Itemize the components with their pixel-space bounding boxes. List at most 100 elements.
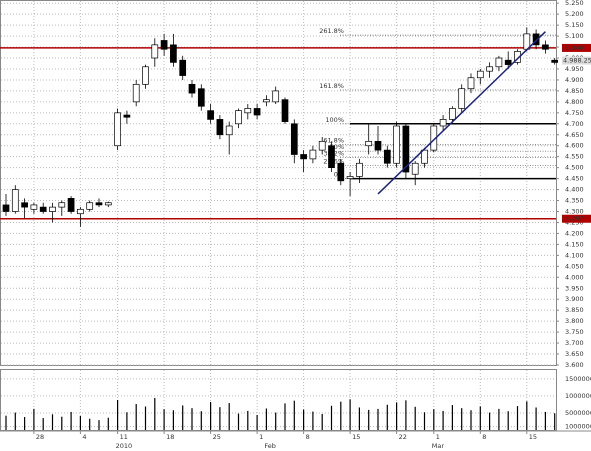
y-tick-label: 3.800 bbox=[565, 317, 584, 325]
candle-body bbox=[272, 90, 280, 103]
x-tick-label: 15 bbox=[352, 433, 360, 441]
volume-bar bbox=[228, 403, 230, 430]
price-panel bbox=[0, 0, 557, 366]
candle-body bbox=[170, 44, 177, 63]
volume-bar bbox=[144, 406, 147, 430]
candle-body bbox=[467, 77, 475, 90]
volume-bar bbox=[237, 413, 240, 430]
y-tick-label: 4.450 bbox=[565, 175, 584, 183]
volume-bar bbox=[219, 407, 221, 430]
y-tick-label: 4.100 bbox=[565, 251, 584, 259]
volume-bar bbox=[423, 412, 426, 430]
volume-bar bbox=[358, 407, 360, 430]
volume-bar bbox=[126, 412, 128, 430]
y-tick-label: 10000000 bbox=[565, 392, 591, 400]
candle-body bbox=[216, 119, 224, 136]
volume-bar bbox=[303, 409, 305, 430]
y-tick-label: 3.850 bbox=[565, 306, 584, 314]
x-tick-label: 28 bbox=[36, 433, 44, 441]
volume-bar bbox=[461, 408, 463, 430]
candle-body bbox=[514, 51, 521, 63]
candle-body bbox=[411, 162, 419, 175]
last-price-label: 4.988.25 bbox=[563, 57, 591, 65]
trendline bbox=[377, 31, 546, 195]
y-tick-label: 4.850 bbox=[565, 87, 584, 95]
volume-bar bbox=[414, 406, 416, 430]
x-tick-label: 18 bbox=[166, 433, 174, 441]
candle-body bbox=[95, 202, 103, 206]
candle-body bbox=[160, 40, 168, 50]
fib-label: 261.8% bbox=[319, 27, 344, 35]
candle-body bbox=[77, 208, 84, 215]
volume-bar bbox=[275, 412, 277, 430]
y-tick-label: 15000000 bbox=[565, 375, 591, 383]
candle-body bbox=[318, 140, 326, 151]
volume-bar bbox=[470, 410, 472, 430]
candle-body bbox=[225, 125, 233, 136]
candle-body bbox=[393, 125, 400, 164]
volume-bar bbox=[24, 417, 26, 430]
candle-body bbox=[374, 140, 382, 151]
candle-body bbox=[337, 162, 345, 182]
volume-bar bbox=[33, 408, 35, 430]
x-tick-label: 11 bbox=[120, 433, 128, 441]
x-tick-label: 15 bbox=[529, 433, 537, 441]
candle-body bbox=[486, 66, 493, 72]
candle-body bbox=[449, 108, 456, 120]
x-tick-label: 1 bbox=[259, 433, 263, 441]
y-tick-label: 4.050 bbox=[565, 262, 584, 270]
candle-body bbox=[430, 125, 438, 151]
candle-body bbox=[328, 145, 335, 169]
y-tick-label: 4.300 bbox=[565, 208, 584, 216]
y-tick-label: 4.500 bbox=[565, 164, 584, 172]
volume-bar bbox=[293, 400, 295, 430]
y-tick-label: 4.150 bbox=[565, 240, 584, 248]
volume-bar bbox=[489, 412, 491, 430]
x-tick-label: 1 bbox=[436, 433, 440, 441]
y-tick-label: 1000000 bbox=[565, 423, 591, 431]
y-tick-label: 4.000 bbox=[565, 273, 584, 281]
candle-body bbox=[504, 59, 512, 65]
volume-bar bbox=[386, 404, 388, 430]
volume-bar bbox=[182, 405, 184, 430]
volume-bar bbox=[172, 410, 174, 430]
y-tick-label: 4.200 bbox=[565, 229, 584, 237]
volume-bar bbox=[79, 416, 81, 430]
volume-bar bbox=[70, 411, 72, 430]
candle-body bbox=[49, 206, 56, 212]
candle-body bbox=[281, 99, 289, 122]
candle-body bbox=[123, 114, 131, 118]
volume-bar bbox=[42, 418, 44, 430]
level-label: 4.267 bbox=[565, 215, 584, 223]
volume-bar bbox=[5, 415, 7, 430]
volume-bar bbox=[368, 409, 370, 430]
y-tick-label: 5.150 bbox=[565, 21, 584, 29]
candle-body bbox=[142, 66, 149, 85]
candle-body bbox=[346, 176, 354, 179]
candle-body bbox=[151, 44, 159, 59]
y-tick-label: 3.600 bbox=[565, 361, 584, 369]
y-tick-label: 4.700 bbox=[565, 120, 584, 128]
volume-bar bbox=[554, 413, 556, 430]
y-tick-label: 4.950 bbox=[565, 65, 584, 73]
y-tick-label: 4.650 bbox=[565, 131, 584, 139]
y-tick-label: 5.250 bbox=[565, 0, 584, 7]
candle-body bbox=[2, 204, 10, 212]
volume-bar bbox=[312, 411, 314, 430]
x-group-label: Feb bbox=[264, 442, 276, 450]
fib-label: 100% bbox=[325, 116, 344, 124]
candle-body bbox=[58, 202, 66, 208]
y-tick-label: 4.800 bbox=[565, 98, 584, 106]
volume-bar bbox=[479, 406, 481, 430]
fib-label: 161.8% bbox=[319, 82, 344, 90]
y-tick-label: 4.550 bbox=[565, 153, 584, 161]
candle-body bbox=[132, 83, 140, 103]
candle-body bbox=[39, 206, 47, 212]
candle-body bbox=[188, 83, 196, 94]
volume-bar bbox=[256, 414, 258, 430]
candle-body bbox=[86, 202, 94, 210]
y-tick-label: 3.950 bbox=[565, 284, 584, 292]
volume-bar bbox=[117, 399, 119, 430]
volume-bar bbox=[135, 404, 137, 430]
candle-body bbox=[67, 197, 75, 212]
